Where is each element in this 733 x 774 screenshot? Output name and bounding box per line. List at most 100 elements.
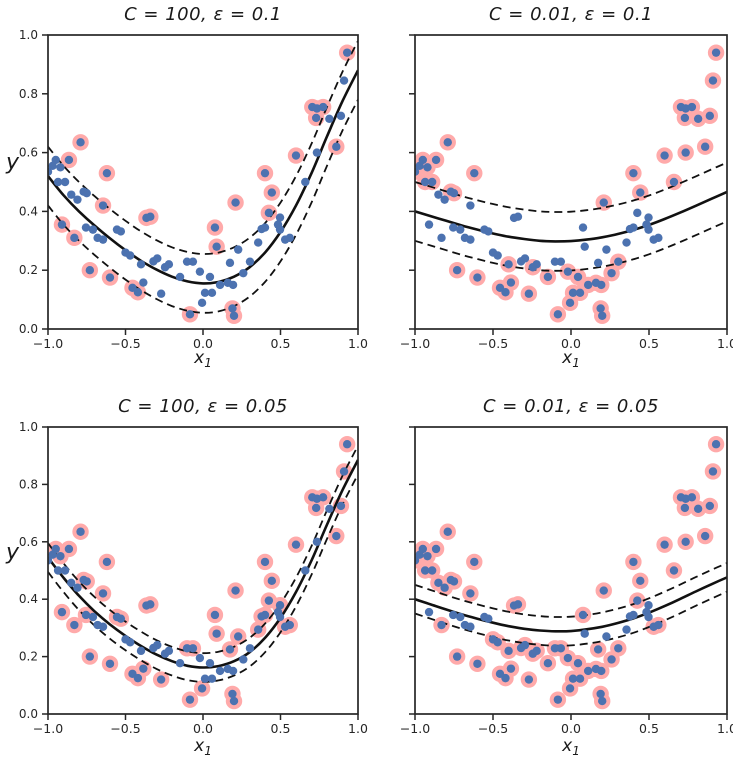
data-point xyxy=(700,531,710,541)
data-point xyxy=(233,245,243,254)
x-tick-label: 0.0 xyxy=(561,721,581,736)
data-point xyxy=(60,566,70,575)
y-tick-label: 0.0 xyxy=(19,707,38,721)
data-point xyxy=(98,622,108,631)
data-point xyxy=(116,227,126,236)
data-point xyxy=(215,280,225,290)
x-axis-label-bottom-left: x1 xyxy=(194,736,212,758)
data-point xyxy=(185,695,195,704)
data-point xyxy=(504,260,513,269)
data-point xyxy=(418,544,427,554)
upper-margin-curve xyxy=(415,562,727,618)
data-point xyxy=(98,201,108,210)
x-tick-label: 0.0 xyxy=(193,336,213,351)
subplot-title-top-right: C = 0.01, ε = 0.1 xyxy=(489,4,653,25)
data-point xyxy=(125,251,135,260)
data-point xyxy=(51,544,60,554)
data-point xyxy=(501,673,510,683)
data-point xyxy=(285,233,294,243)
data-point xyxy=(318,102,328,112)
data-point xyxy=(98,589,108,598)
data-point xyxy=(64,155,74,165)
panel-0 xyxy=(48,40,358,324)
data-point xyxy=(233,632,243,641)
y-tick-label: 0.8 xyxy=(19,477,38,491)
data-point xyxy=(427,566,437,575)
data-point xyxy=(636,576,645,586)
data-point xyxy=(565,298,575,308)
data-point xyxy=(449,188,459,198)
data-point xyxy=(506,278,516,287)
data-point xyxy=(116,614,126,623)
data-point xyxy=(188,257,198,266)
data-point xyxy=(431,155,441,165)
data-point xyxy=(434,190,443,199)
data-point xyxy=(73,195,82,204)
data-point xyxy=(568,674,578,683)
data-point xyxy=(125,638,135,647)
data-point xyxy=(644,225,653,234)
x-tick-label: 0.0 xyxy=(193,721,213,736)
data-point xyxy=(264,208,274,218)
data-point xyxy=(596,304,605,313)
data-point xyxy=(681,537,690,546)
y-tick-label: 0.4 xyxy=(19,592,38,606)
y-tick-label: 0.0 xyxy=(19,322,38,336)
data-point xyxy=(418,155,427,165)
data-point xyxy=(583,280,593,290)
upper-margin-curve xyxy=(415,161,727,213)
data-point xyxy=(200,288,210,298)
data-point xyxy=(260,223,270,232)
x-tick-label: 0.5 xyxy=(271,721,291,736)
data-point xyxy=(493,638,502,647)
data-point xyxy=(629,610,638,620)
data-point xyxy=(253,238,263,247)
data-point xyxy=(85,266,95,275)
x-tick-label: 0.5 xyxy=(639,721,659,736)
data-point xyxy=(473,273,482,282)
data-point xyxy=(629,168,638,178)
x-tick-label: 0.0 xyxy=(561,336,581,351)
x-tick-label: −1.0 xyxy=(400,721,430,736)
data-point xyxy=(466,201,475,210)
data-point xyxy=(556,644,566,653)
data-point xyxy=(575,674,585,683)
data-point xyxy=(81,610,91,620)
y-tick-label: 0.2 xyxy=(19,263,38,277)
data-point xyxy=(427,177,437,187)
data-point xyxy=(156,675,166,684)
data-point xyxy=(456,612,465,622)
x-tick-label: 0.5 xyxy=(639,336,659,351)
data-point xyxy=(275,213,285,222)
data-point xyxy=(195,267,205,276)
data-point xyxy=(470,168,479,178)
data-point xyxy=(67,190,76,199)
data-point xyxy=(543,272,553,282)
data-point xyxy=(85,652,95,661)
panel-1 xyxy=(415,44,727,324)
data-point xyxy=(325,114,334,123)
data-point xyxy=(660,540,669,549)
data-point xyxy=(264,596,274,605)
data-point xyxy=(449,577,459,586)
data-point xyxy=(440,583,449,592)
subplot-title-top-left: C = 100, ε = 0.1 xyxy=(124,4,282,25)
data-point xyxy=(153,640,162,650)
y-tick-label: 0.6 xyxy=(19,535,38,549)
data-point xyxy=(614,644,623,653)
x-tick-label: −0.5 xyxy=(110,721,140,736)
data-point xyxy=(197,298,207,308)
data-point xyxy=(434,578,443,588)
data-point xyxy=(231,586,240,595)
data-point xyxy=(456,225,465,234)
data-point xyxy=(565,684,575,693)
data-point xyxy=(73,583,82,592)
data-point xyxy=(614,257,623,266)
data-point xyxy=(207,674,217,683)
data-point xyxy=(215,666,225,676)
data-point xyxy=(449,223,458,232)
data-point xyxy=(291,151,301,160)
panel-2 xyxy=(48,436,358,710)
data-point xyxy=(700,142,710,151)
